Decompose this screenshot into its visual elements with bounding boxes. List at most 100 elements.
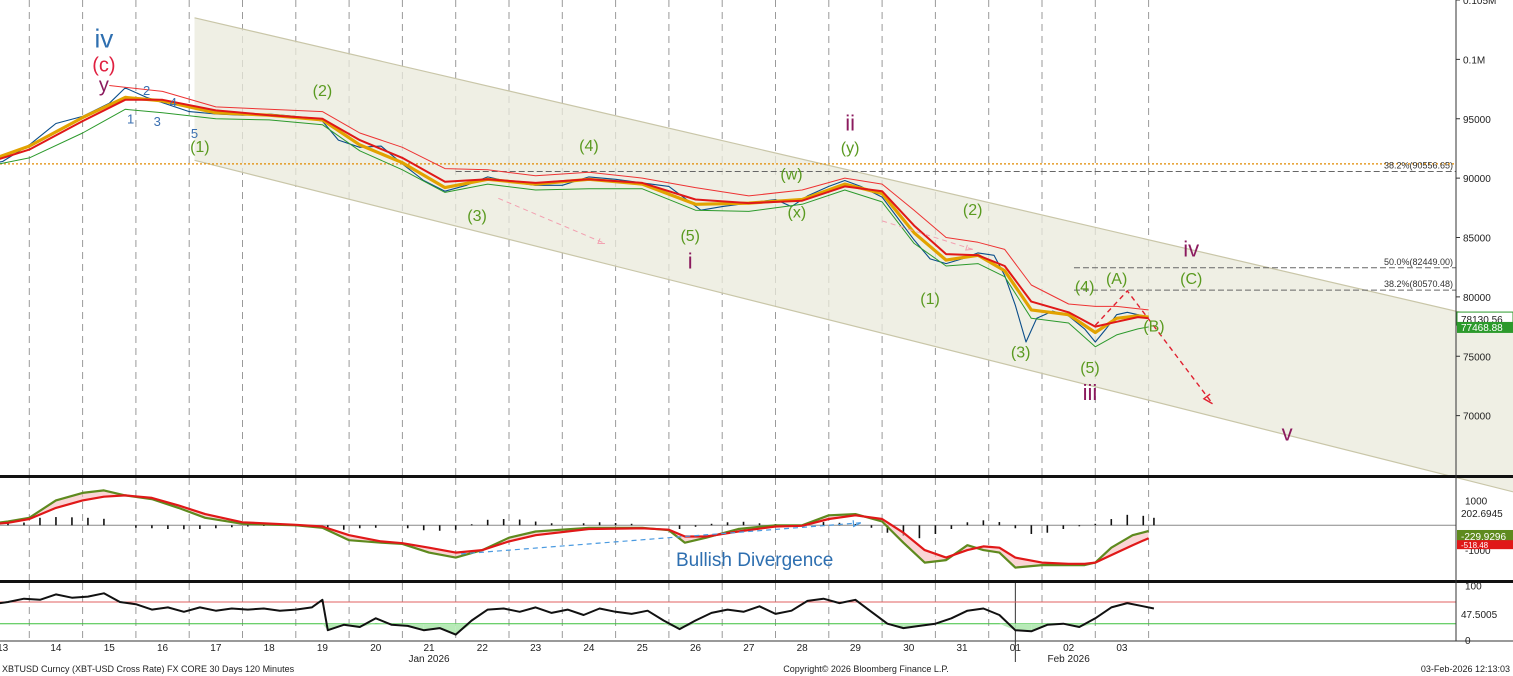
y-tick-label: 75000 [1463,352,1491,363]
x-tick-label: 20 [370,643,382,654]
series-ma-slow [0,98,1149,328]
pink-arrow [881,220,973,250]
wave-label: i [688,248,693,273]
signal-value-label: -518.48 [1461,541,1489,550]
rsi-oversold-fill [663,623,680,630]
y-tick-label: 0.105M [1463,0,1496,7]
wave-label: y [99,74,109,96]
y-axis-labels: 70000 75000 80000 85000 90000 95000 0.1M 0.105M… [1456,0,1513,647]
rsi-tick-label: 100 [1465,582,1482,593]
wave-label: (A) [1106,271,1127,288]
x-axis-labels: 13 14 15 16 17 18 19 20 21 22 23 24 25 26 27 28 29 30 31 01… [0,643,1128,665]
channel-lower [194,159,1513,493]
x-tick-label: 17 [210,643,222,654]
x-tick-label: 21 [423,643,435,654]
pink-arrowhead [597,238,605,244]
signal-line [0,494,1150,565]
wave-label: (5) [680,228,700,245]
wave-label: (C) [1180,271,1202,288]
x-tick-label: 27 [743,643,755,654]
y-tick-label: 95000 [1463,115,1491,126]
wave-label: (3) [467,208,487,225]
wave-label: (4) [579,138,599,155]
footer-left: XBTUSD Curncy (XBT-USD Cross Rate) FX CO… [2,664,295,674]
wave-label: (4) [1075,279,1095,296]
macd-value-box [1457,529,1513,542]
rsi-line [0,592,1155,636]
divergence-label: Bullish Divergence [676,550,833,571]
projection-arrowhead [1202,393,1213,405]
pink-arrow [498,197,606,244]
series-ma-fast [0,95,1149,335]
wave-labels: iv(c)y12345(1)(2)(3)(4)(5)i(w)(x)ii(y)(2… [92,24,1292,446]
x-tick-label: 26 [690,643,702,654]
macd-value-label: 202.6945 [1461,509,1503,520]
projection-path [1094,289,1214,405]
x-tick-label: 28 [797,643,809,654]
x-tick-label: 03 [1116,643,1128,654]
footer-center: Copyright© 2026 Bloomberg Finance L.P. [783,664,949,674]
rsi-panel [0,592,1456,636]
footer-right: 03-Feb-2026 12:13:03 [1421,664,1510,674]
divergence-arrow [460,522,861,555]
x-tick-label: 19 [317,643,329,654]
y-tick-label: 85000 [1463,234,1491,245]
channel-upper [194,17,1513,326]
wave-label: 4 [170,95,177,110]
y-tick-label: 90000 [1463,174,1491,185]
x-tick-label: 24 [583,643,595,654]
rsi-tick-label: 0 [1465,636,1471,647]
x-tick-label: 18 [264,643,276,654]
wave-label: (3) [1011,344,1031,361]
wave-label: (5) [1080,360,1100,377]
wave-label: 5 [191,126,198,141]
last-price-label: 78130.56 [1461,315,1503,326]
x-tick-label: 01 [1010,643,1022,654]
fib-levels: 38.2%(90556.65) 50.0%(82449.00) 38.2%(8057… [0,161,1456,291]
wave-label: iv [1183,237,1199,262]
trend-channel [194,17,1513,493]
y-tick-label: 70000 [1463,412,1491,423]
second-price-label: 77468.88 [1461,323,1503,334]
macd-panel: Bullish Divergence [0,489,1456,571]
macd-tick-label: 1000 [1465,496,1488,507]
divergence-arrowhead [852,520,862,528]
wave-label: (B) [1143,318,1164,335]
x-tick-label: 16 [157,643,169,654]
fib-label: 38.2%(90556.65) [1384,161,1453,171]
signal-value-box [1457,540,1513,550]
wave-label: 1 [127,112,134,127]
series-trail-high [109,85,1149,311]
x-tick-label: 31 [956,643,968,654]
wave-label: (2) [313,83,333,100]
pink-arrowhead [965,244,973,251]
rsi-value-label: 47.5005 [1461,610,1498,621]
wave-label: (1) [190,139,210,156]
panel-frames [0,0,1513,642]
price-series [0,85,1149,348]
y-tick-label: 80000 [1463,293,1491,304]
rsi-oversold-fill [439,623,456,635]
macd-value-label: -229.9296 [1461,532,1506,543]
series-trail-low [0,108,1149,348]
x-tick-label: 29 [850,643,862,654]
fib-label: 38.2%(80570.48) [1384,279,1453,289]
x-month-label: Feb 2026 [1048,654,1091,665]
wave-label: 2 [143,83,150,98]
wave-label: (2) [963,202,983,219]
x-tick-label: 22 [477,643,489,654]
channel-fill [194,17,1513,492]
projection-arrows [498,197,1214,405]
wave-label: (y) [841,140,860,157]
wave-label: (w) [780,166,802,183]
x-month-label: Jan 2026 [408,654,450,665]
wave-label: 3 [154,114,161,129]
macd-tick-label: -1000 [1465,546,1491,557]
second-price-box [1457,321,1513,333]
x-tick-label: 30 [903,643,915,654]
wave-label: (c) [92,54,115,76]
x-tick-label: 23 [530,643,542,654]
wave-label: (1) [920,291,940,308]
wave-label: (x) [787,204,806,221]
